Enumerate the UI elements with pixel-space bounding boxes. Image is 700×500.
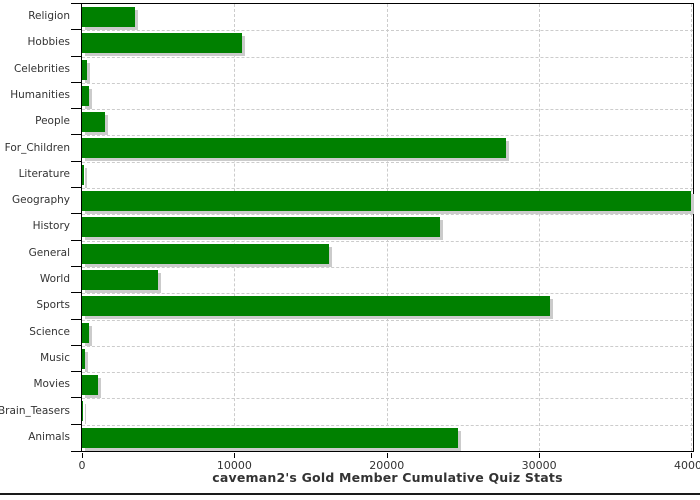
plot-area <box>81 3 694 452</box>
category-label: Science <box>29 325 70 338</box>
y-axis-tick <box>71 160 81 162</box>
y-axis-tick <box>71 213 81 215</box>
y-axis-tick <box>71 451 81 452</box>
category-label: History <box>32 220 70 233</box>
y-axis-tick <box>71 318 81 320</box>
bar-world <box>82 269 159 290</box>
bar-science <box>82 322 89 343</box>
bar-history <box>82 217 441 238</box>
bar-religion <box>82 7 136 27</box>
category-label: Religion <box>28 10 70 23</box>
x-axis-tick <box>386 453 388 458</box>
y-gridline <box>82 240 693 242</box>
y-gridline <box>82 188 693 190</box>
bar-hobbies <box>82 33 242 54</box>
bar-brain_teasers <box>82 401 84 422</box>
x-tick-label: 0 <box>78 459 86 472</box>
category-label: World <box>39 273 70 286</box>
y-axis-tick <box>71 371 81 373</box>
y-axis-tick <box>71 187 81 189</box>
x-axis-tick <box>691 453 693 458</box>
y-axis-tick <box>71 344 81 346</box>
y-axis-tick <box>71 55 81 57</box>
y-gridline <box>82 214 693 216</box>
y-axis-tick <box>71 292 81 294</box>
bar-general <box>82 243 329 264</box>
y-gridline <box>82 30 693 32</box>
x-tick-label: 30000 <box>521 459 557 472</box>
bar-celebrities <box>82 59 87 80</box>
y-gridline <box>82 372 693 374</box>
category-label: Celebrities <box>13 62 70 75</box>
bar-for_children <box>82 138 506 159</box>
y-gridline <box>82 109 693 111</box>
category-label: For_Children <box>4 141 70 154</box>
y-axis-tick <box>71 81 81 83</box>
y-gridline <box>82 266 693 268</box>
y-gridline <box>82 82 693 84</box>
x-axis-tick <box>82 453 83 458</box>
x-gridline <box>691 4 693 451</box>
bar-movies <box>82 375 98 396</box>
category-label: Music <box>40 351 70 364</box>
category-label: People <box>35 115 70 128</box>
y-axis-tick <box>71 423 81 425</box>
x-gridline <box>539 4 541 451</box>
category-label: General <box>28 246 70 259</box>
y-gridline <box>82 56 693 58</box>
bar-animals <box>82 427 459 448</box>
category-label: Literature <box>18 167 70 180</box>
y-gridline <box>82 135 693 137</box>
category-label: Geography <box>12 194 70 207</box>
x-tick-label: 10000 <box>216 459 252 472</box>
x-axis-tick <box>234 453 236 458</box>
y-gridline <box>82 293 693 295</box>
y-axis-tick <box>71 239 81 241</box>
y-axis-tick <box>71 397 81 399</box>
category-label: Hobbies <box>27 36 71 49</box>
category-label: Humanities <box>10 89 70 102</box>
y-gridline <box>82 319 693 321</box>
bar-humanities <box>82 85 89 106</box>
bar-geography <box>82 191 692 212</box>
x-tick-label: 40000 <box>673 459 700 472</box>
x-tick-label: 20000 <box>369 459 405 472</box>
y-gridline <box>82 161 693 163</box>
x-axis-tick <box>539 453 541 458</box>
category-label: Movies <box>33 378 70 391</box>
bar-sports <box>82 296 550 317</box>
category-label: Animals <box>28 430 70 443</box>
y-axis-tick <box>71 108 81 110</box>
bottom-divider <box>0 493 700 495</box>
y-axis-tick <box>71 3 81 4</box>
y-axis-tick <box>71 265 81 267</box>
bar-people <box>82 112 105 133</box>
category-label: Sports <box>36 299 70 312</box>
y-gridline <box>82 345 693 347</box>
y-gridline <box>82 398 693 400</box>
y-axis-tick <box>71 134 81 136</box>
y-gridline <box>82 424 693 426</box>
y-axis-tick <box>71 29 81 31</box>
bar-music <box>82 348 85 369</box>
category-label: Brain_Teasers <box>0 404 70 417</box>
bar-literature <box>82 164 84 185</box>
chart-title: caveman2's Gold Member Cumulative Quiz S… <box>212 470 563 485</box>
